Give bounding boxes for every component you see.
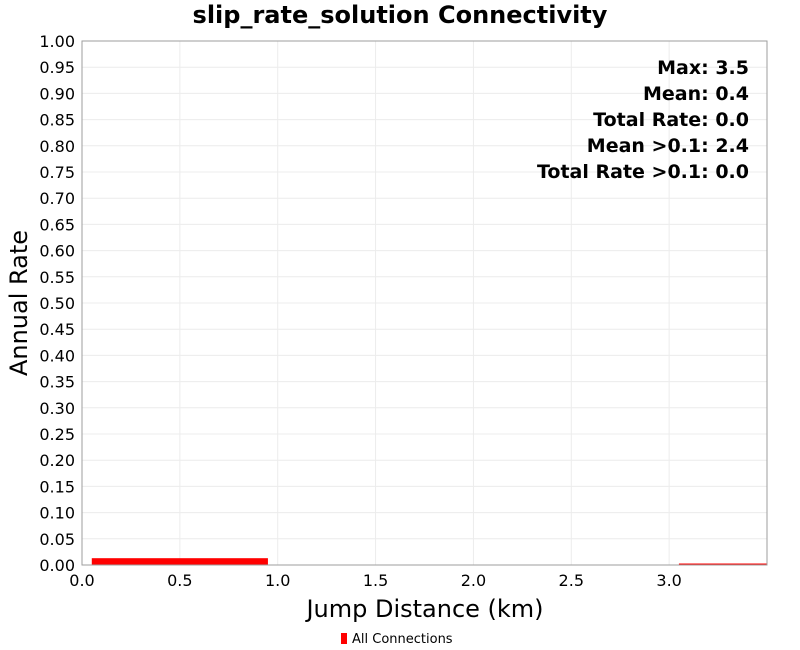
y-tick-label: 0.30 xyxy=(39,399,75,418)
y-tick-label: 1.00 xyxy=(39,32,75,51)
stat-annotation: Mean >0.1: 2.4 xyxy=(587,135,749,157)
y-tick-label: 0.40 xyxy=(39,346,75,365)
y-axis-title: Annual Rate xyxy=(5,230,33,376)
x-tick-labels: 0.0 0.5 1.0 1.5 2.0 2.5 3.0 xyxy=(69,571,682,590)
y-tick-label: 0.00 xyxy=(39,556,75,575)
y-tick-label: 0.70 xyxy=(39,189,75,208)
y-tick-label: 0.65 xyxy=(39,215,75,234)
y-tick-label: 0.75 xyxy=(39,163,75,182)
bar-layer xyxy=(91,558,767,565)
bar xyxy=(91,558,268,565)
stat-annotation: Mean: 0.4 xyxy=(643,83,749,105)
y-tick-label: 0.25 xyxy=(39,425,75,444)
y-tick-label: 0.50 xyxy=(39,294,75,313)
y-tick-label: 0.05 xyxy=(39,530,75,549)
y-tick-label: 0.15 xyxy=(39,477,75,496)
y-tick-labels: 0.00 0.05 0.10 0.15 0.20 0.25 0.30 0.35 0.40 0.45… xyxy=(39,32,75,575)
y-tick-label: 0.85 xyxy=(39,111,75,130)
y-tick-label: 0.90 xyxy=(39,84,75,103)
stat-annotation: Total Rate: 0.0 xyxy=(593,109,749,131)
y-tick-label: 0.20 xyxy=(39,451,75,470)
x-tick-label: 2.5 xyxy=(559,571,584,590)
x-axis-title: Jump Distance (km) xyxy=(304,595,543,623)
stat-annotation: Max: 3.5 xyxy=(657,57,749,79)
bar xyxy=(678,563,767,565)
x-tick-label: 1.0 xyxy=(265,571,290,590)
x-tick-label: 0.5 xyxy=(167,571,192,590)
legend: All Connections xyxy=(341,632,453,647)
stats-annotations: Max: 3.5 Mean: 0.4 Total Rate: 0.0 Mean >0.… xyxy=(537,57,749,183)
chart-title: slip_rate_solution Connectivity xyxy=(193,1,608,29)
y-tick-label: 0.35 xyxy=(39,373,75,392)
y-tick-label: 0.80 xyxy=(39,137,75,156)
x-tick-label: 1.5 xyxy=(363,571,388,590)
y-tick-label: 0.60 xyxy=(39,242,75,261)
y-tick-label: 0.10 xyxy=(39,504,75,523)
y-tick-label: 0.95 xyxy=(39,58,75,77)
legend-label: All Connections xyxy=(352,632,453,647)
x-tick-label: 0.0 xyxy=(69,571,94,590)
stat-annotation: Total Rate >0.1: 0.0 xyxy=(537,161,749,183)
plot-frame xyxy=(81,40,768,566)
legend-swatch xyxy=(341,633,347,644)
x-tick-label: 2.0 xyxy=(461,571,486,590)
x-tick-label: 3.0 xyxy=(656,571,681,590)
y-tick-label: 0.45 xyxy=(39,320,75,339)
y-tick-label: 0.55 xyxy=(39,268,75,287)
